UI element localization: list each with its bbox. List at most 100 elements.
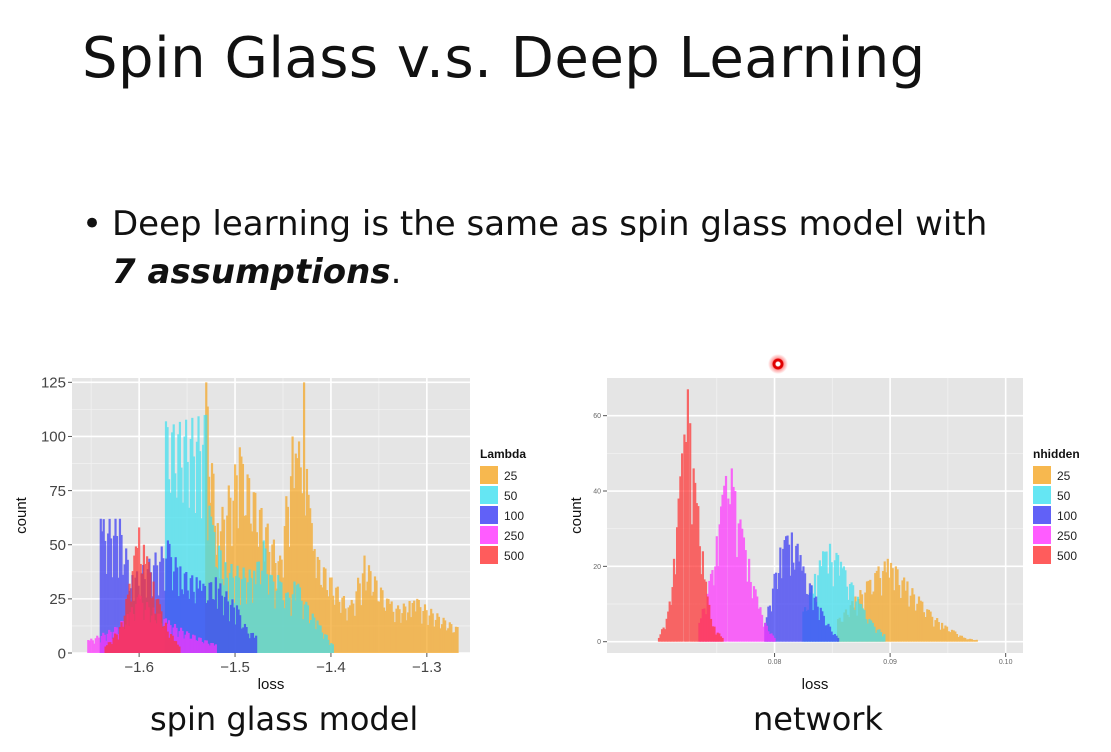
histogram-bar (213, 531, 216, 653)
histogram-bar (690, 524, 694, 642)
histogram-bar (717, 565, 720, 642)
histogram-bar (118, 518, 122, 653)
histogram-bar (227, 485, 230, 653)
histogram-bar (285, 496, 288, 653)
histogram-bar (222, 615, 225, 653)
histogram-bar (820, 566, 823, 642)
caption-spin-glass: spin glass model (150, 700, 419, 738)
histogram-bar (104, 646, 107, 653)
histogram-bar (166, 631, 169, 653)
histogram-bar (376, 601, 380, 653)
y-axis-label: count (568, 496, 585, 534)
histogram-bar (307, 494, 310, 653)
histogram-bar (824, 625, 827, 642)
histogram-bar (183, 436, 186, 653)
histogram-bar (701, 551, 705, 642)
bullet-emphasis: 7 assumptions (112, 252, 391, 292)
histogram-bar (133, 555, 136, 653)
histogram-bar (251, 602, 254, 653)
histogram-bar (327, 596, 330, 653)
histogram-bar (936, 618, 939, 642)
histogram-bar (931, 616, 934, 642)
histogram-bar (425, 610, 428, 653)
histogram-bar (130, 601, 133, 653)
histogram-bar (975, 639, 978, 642)
histogram-bar (321, 632, 324, 653)
histogram-bar (708, 604, 711, 642)
histogram-bar (411, 602, 414, 653)
histogram-bar (333, 604, 336, 653)
x-tick-label: −1.6 (124, 659, 154, 676)
histogram-bar (213, 645, 216, 653)
histogram-bar (714, 634, 718, 642)
histogram-bar (771, 588, 775, 642)
histogram-bar (281, 600, 285, 653)
legend-swatch (480, 466, 498, 484)
y-axis-label: count (13, 496, 30, 534)
histogram-bar (445, 630, 448, 653)
histogram-bar (200, 590, 203, 653)
histogram-bar (157, 598, 160, 653)
histogram-bar (253, 570, 256, 653)
histogram-bar (825, 625, 829, 642)
histogram-bar (192, 591, 195, 653)
histogram-bar (821, 551, 825, 642)
histogram-bar (321, 587, 324, 653)
histogram-bar (171, 432, 174, 653)
histogram-bar (712, 585, 715, 642)
histogram-bar (235, 475, 238, 653)
histogram-bar (937, 622, 940, 642)
x-tick-label: 0.09 (883, 659, 897, 666)
histogram-bar (180, 589, 183, 653)
histogram-bar (927, 609, 931, 642)
histogram-bar (324, 568, 327, 653)
histogram-bar (173, 623, 177, 653)
histogram-bar (286, 506, 290, 653)
histogram-bar (139, 563, 142, 653)
histogram-bar (114, 518, 117, 653)
histogram-bar (350, 599, 353, 653)
histogram-bar (869, 579, 872, 642)
histogram-bar (254, 584, 257, 653)
histogram-bar (186, 461, 189, 653)
histogram-bar (807, 594, 810, 642)
histogram-bar (818, 560, 821, 642)
histogram-bar (169, 557, 173, 653)
histogram-bar (101, 531, 104, 653)
histogram-bar (960, 635, 964, 642)
histogram-bar (456, 627, 459, 653)
histogram-bar (201, 641, 204, 653)
histogram-bar (765, 625, 768, 642)
histogram-bar (423, 604, 427, 653)
histogram-bar (316, 556, 319, 653)
histogram-bar (182, 594, 185, 653)
histogram-bar (375, 580, 378, 653)
bullet-symbol: • (82, 204, 103, 244)
histogram-bar (207, 643, 210, 653)
series-500 (104, 527, 181, 653)
histogram-bar (229, 604, 233, 653)
histogram-bar (257, 561, 261, 653)
histogram-bar (907, 606, 911, 642)
histogram-bar (198, 451, 202, 653)
histogram-bar (286, 592, 289, 653)
histogram-bar (844, 570, 847, 642)
histogram-bar (417, 599, 420, 653)
histogram-bar (783, 540, 786, 642)
histogram-bar (355, 591, 358, 653)
histogram-bar (419, 607, 422, 653)
histogram-bar (175, 627, 178, 653)
histogram-bar (823, 551, 826, 642)
histogram-bar (899, 597, 902, 642)
histogram-bar (381, 590, 384, 653)
histogram-bar (660, 629, 664, 642)
histogram-bar (431, 613, 434, 653)
histogram-bar (289, 476, 293, 653)
histogram-bar (671, 587, 674, 642)
histogram-bar (972, 640, 975, 642)
histogram-bar (311, 613, 314, 653)
histogram-bar (919, 600, 922, 642)
histogram-bar (179, 566, 182, 653)
histogram-bar (208, 645, 211, 653)
histogram-bar (164, 622, 168, 653)
